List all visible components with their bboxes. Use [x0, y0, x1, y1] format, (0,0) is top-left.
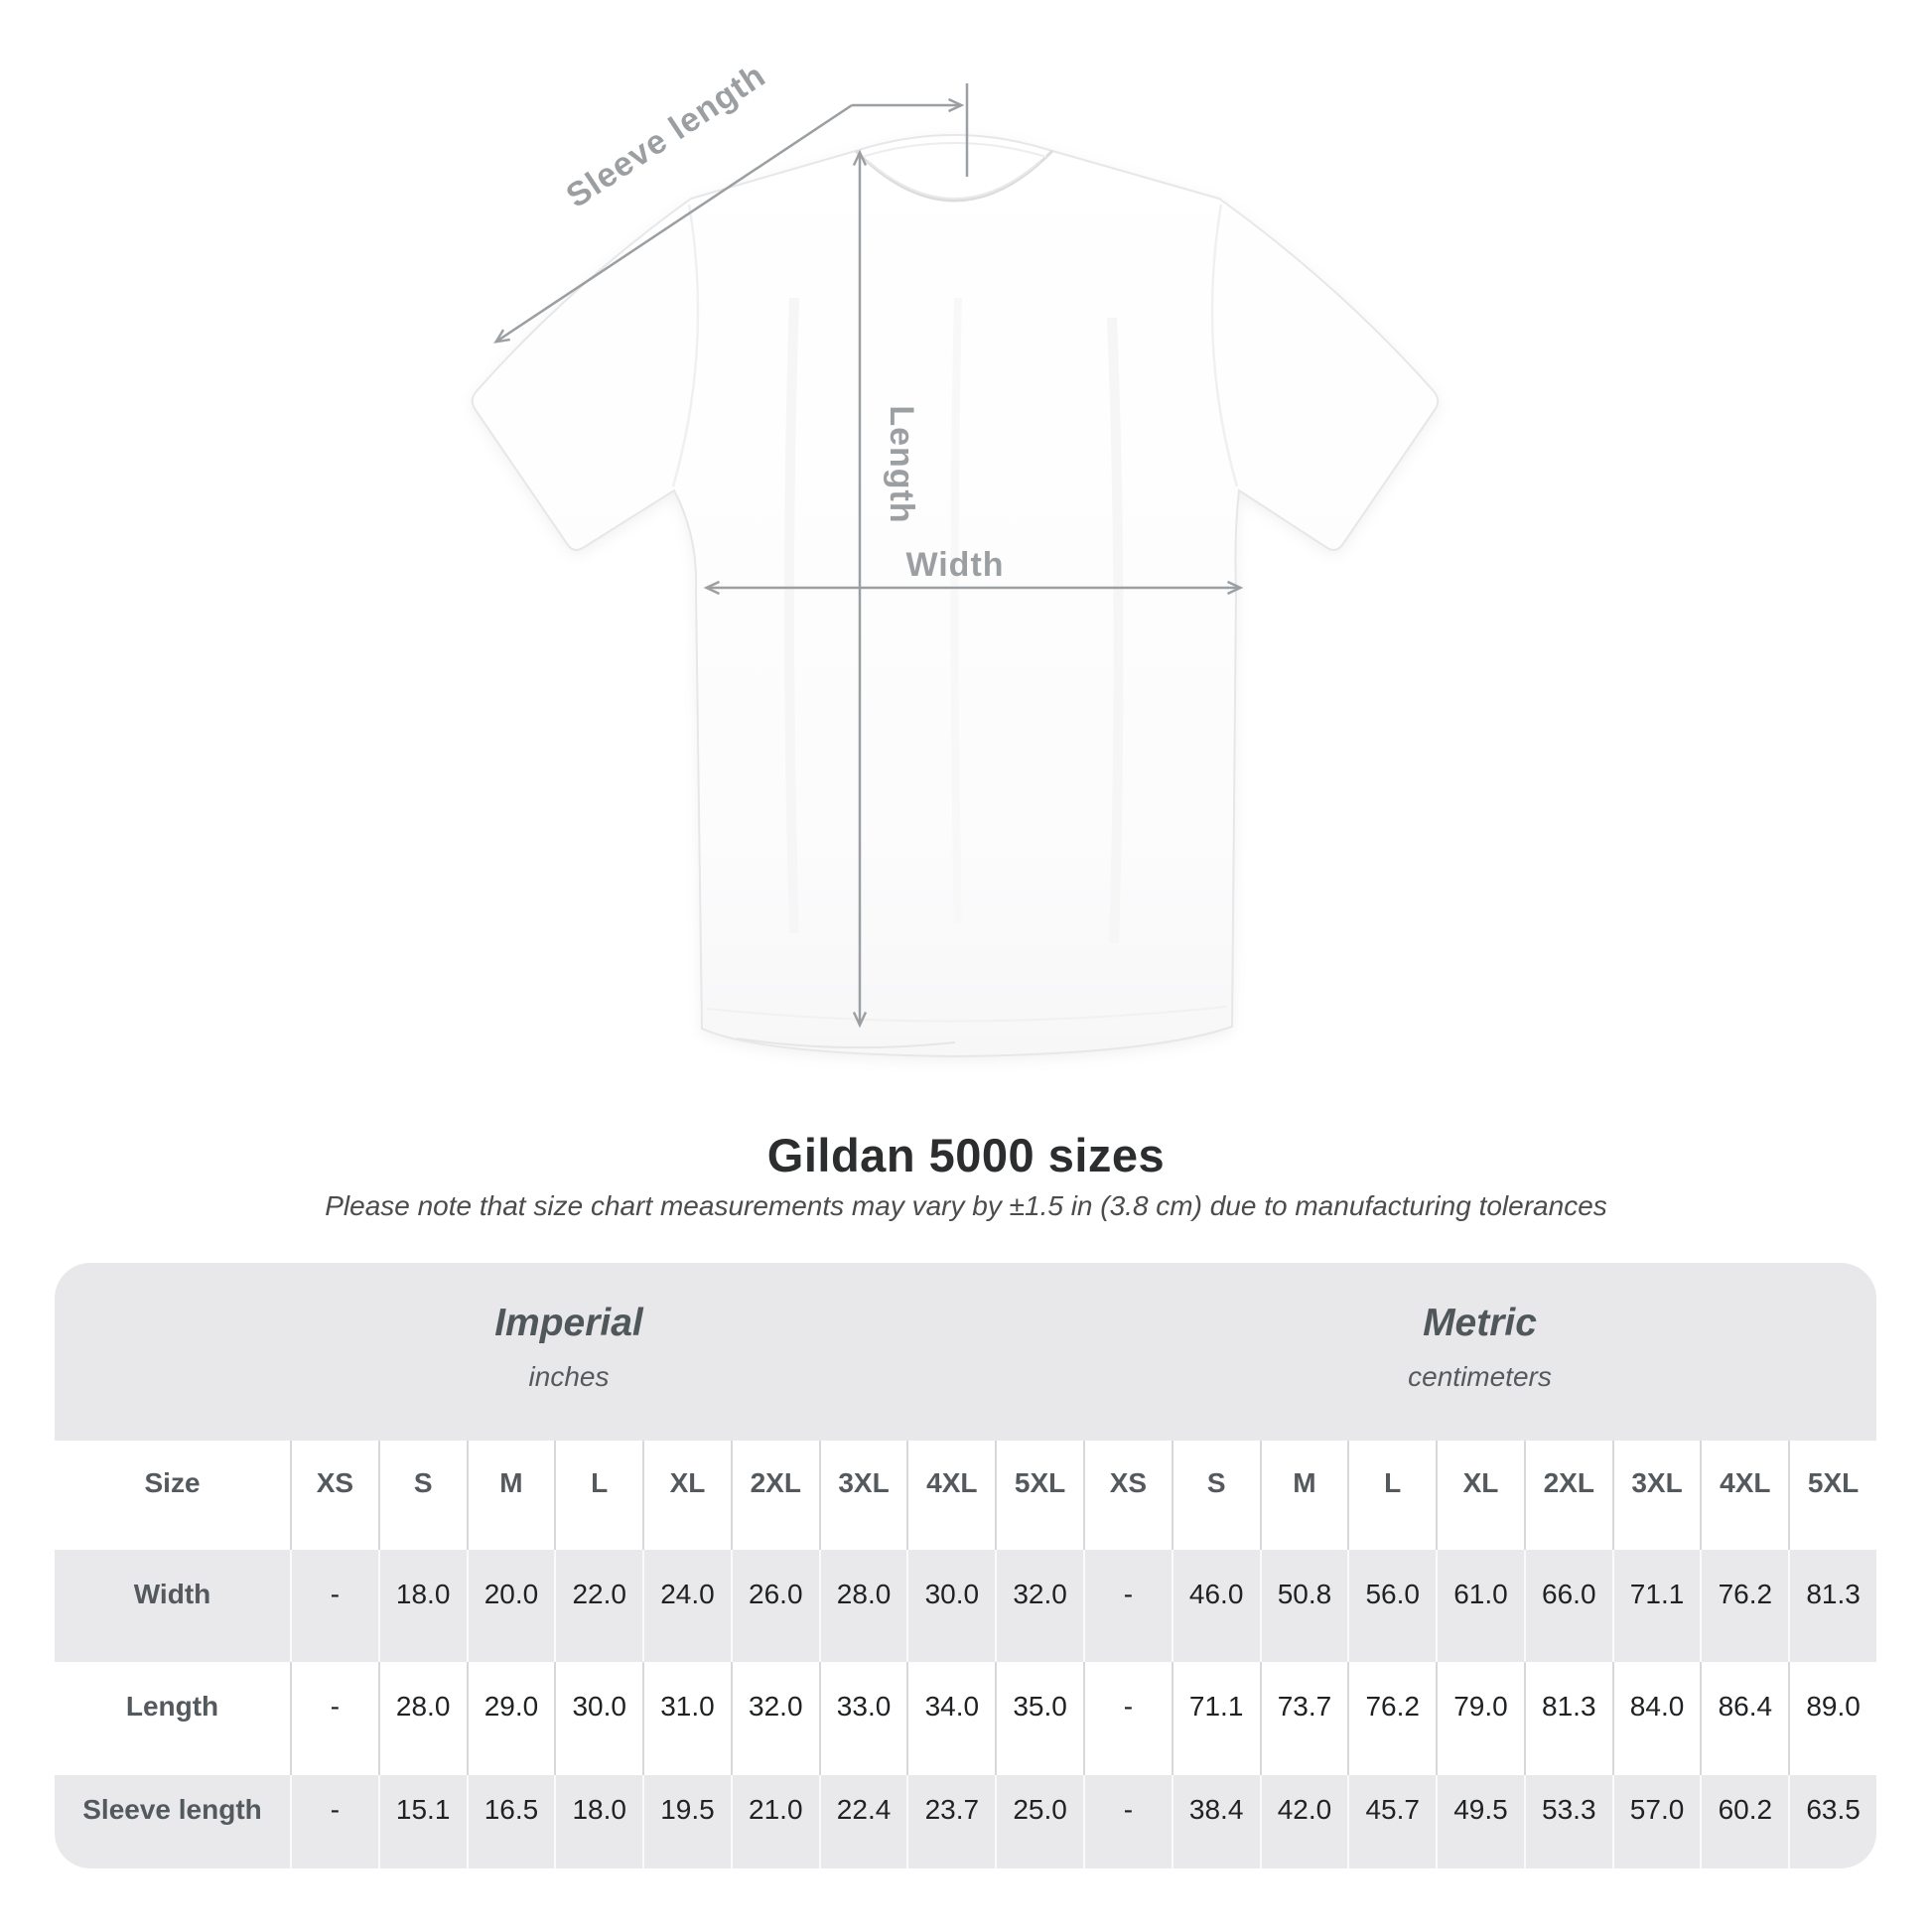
value-cell: 45.7 [1347, 1775, 1436, 1868]
row-label-sleeve-length: Sleeve length [82, 1794, 262, 1825]
value-cell: 30.0 [906, 1550, 995, 1662]
value-cell: 20.0 [466, 1550, 555, 1662]
measurement-arrows [493, 83, 1244, 1029]
value-cell: 81.3 [1523, 1662, 1612, 1775]
value-cell: 25.0 [995, 1775, 1083, 1868]
size-header: M [466, 1441, 555, 1550]
value-cell: 42.0 [1259, 1775, 1348, 1868]
size-header: S [377, 1441, 467, 1550]
value-cell: - [1083, 1775, 1172, 1868]
value-cell: 76.2 [1700, 1550, 1788, 1662]
value-cell: 86.4 [1700, 1662, 1788, 1775]
value-cell: 35.0 [995, 1662, 1083, 1775]
size-chart-table: Imperial inches Metric centimeters Size … [55, 1263, 1876, 1868]
size-header: 3XL [1611, 1441, 1701, 1550]
value-cell: - [1083, 1662, 1172, 1775]
size-header: 5XL [1788, 1441, 1876, 1550]
value-cell: 31.0 [642, 1662, 731, 1775]
value-cell: 22.0 [554, 1550, 642, 1662]
value-cell: - [290, 1550, 378, 1662]
value-cell: 24.0 [642, 1550, 731, 1662]
value-cell: - [290, 1775, 378, 1868]
imperial-label: Imperial [494, 1301, 643, 1344]
size-header: 2XL [1523, 1441, 1612, 1550]
value-cell: 79.0 [1436, 1662, 1524, 1775]
value-cell: 32.0 [730, 1662, 819, 1775]
value-cell: 81.3 [1788, 1550, 1876, 1662]
width-label: Width [905, 546, 1004, 584]
unit-group-header-row: Imperial inches Metric centimeters [55, 1263, 1876, 1441]
imperial-unit-label: inches [528, 1360, 610, 1392]
imperial-group-header: Imperial inches [55, 1263, 1083, 1441]
collar-outline [854, 149, 1054, 203]
value-cell: 46.0 [1171, 1550, 1260, 1662]
size-header: L [1347, 1441, 1436, 1550]
value-cell: 73.7 [1259, 1662, 1348, 1775]
size-header: 3XL [818, 1441, 907, 1550]
row-label-width: Width [133, 1578, 211, 1609]
value-cell: 19.5 [642, 1775, 731, 1868]
value-cell: - [290, 1662, 378, 1775]
value-cell: 26.0 [730, 1550, 819, 1662]
size-header: XS [290, 1441, 378, 1550]
width-row: Width - 18.0 20.0 22.0 24.0 26.0 28.0 30… [55, 1550, 1876, 1662]
page-title: Gildan 5000 sizes [766, 1129, 1166, 1181]
tshirt-illustration [471, 134, 1440, 1058]
size-header: 4XL [1700, 1441, 1788, 1550]
value-cell: 32.0 [995, 1550, 1083, 1662]
size-header: L [554, 1441, 642, 1550]
length-row: Length - 28.0 29.0 30.0 31.0 32.0 33.0 3… [55, 1662, 1876, 1775]
size-header: M [1259, 1441, 1348, 1550]
value-cell: 84.0 [1611, 1662, 1701, 1775]
size-header: 5XL [995, 1441, 1083, 1550]
tolerance-note: Please note that size chart measurements… [325, 1190, 1607, 1221]
size-header: XS [1083, 1441, 1172, 1550]
value-cell: 57.0 [1611, 1775, 1701, 1868]
row-label-length: Length [125, 1691, 219, 1722]
sleeve-length-row: Sleeve length - 15.1 16.5 18.0 19.5 21.0… [55, 1775, 1876, 1868]
value-cell: 71.1 [1171, 1662, 1260, 1775]
value-cell: 18.0 [377, 1550, 467, 1662]
value-cell: 29.0 [466, 1662, 555, 1775]
value-cell: 34.0 [906, 1662, 995, 1775]
sleeve-length-arrow [493, 103, 853, 344]
value-cell: - [1083, 1550, 1172, 1662]
size-header: 4XL [906, 1441, 995, 1550]
size-header: XL [1436, 1441, 1524, 1550]
size-header: XL [642, 1441, 731, 1550]
value-cell: 21.0 [730, 1775, 819, 1868]
size-header-row: Size XS S M L XL 2XL 3XL 4XL 5XL XS S M … [55, 1441, 1876, 1550]
metric-label: Metric [1423, 1301, 1537, 1344]
value-cell: 89.0 [1788, 1662, 1876, 1775]
value-cell: 50.8 [1259, 1550, 1348, 1662]
value-cell: 28.0 [818, 1550, 907, 1662]
value-cell: 28.0 [377, 1662, 467, 1775]
value-cell: 61.0 [1436, 1550, 1524, 1662]
metric-group-header: Metric centimeters [1083, 1263, 1876, 1441]
value-cell: 15.1 [377, 1775, 467, 1868]
value-cell: 49.5 [1436, 1775, 1524, 1868]
value-cell: 16.5 [466, 1775, 555, 1868]
value-cell: 38.4 [1171, 1775, 1260, 1868]
metric-unit-label: centimeters [1408, 1360, 1552, 1392]
size-header: 2XL [730, 1441, 819, 1550]
value-cell: 22.4 [818, 1775, 907, 1868]
value-cell: 66.0 [1523, 1550, 1612, 1662]
value-cell: 18.0 [554, 1775, 642, 1868]
value-cell: 56.0 [1347, 1550, 1436, 1662]
value-cell: 30.0 [554, 1662, 642, 1775]
value-cell: 53.3 [1523, 1775, 1612, 1868]
value-cell: 33.0 [818, 1662, 907, 1775]
value-cell: 71.1 [1611, 1550, 1701, 1662]
value-cell: 23.7 [906, 1775, 995, 1868]
value-cell: 76.2 [1347, 1662, 1436, 1775]
size-header: S [1171, 1441, 1260, 1550]
value-cell: 60.2 [1700, 1775, 1788, 1868]
length-label: Length [883, 405, 920, 523]
size-corner-header: Size [144, 1467, 201, 1498]
value-cell: 63.5 [1788, 1775, 1876, 1868]
tshirt-measurement-diagram: Sleeve length Length Width [471, 57, 1440, 1058]
